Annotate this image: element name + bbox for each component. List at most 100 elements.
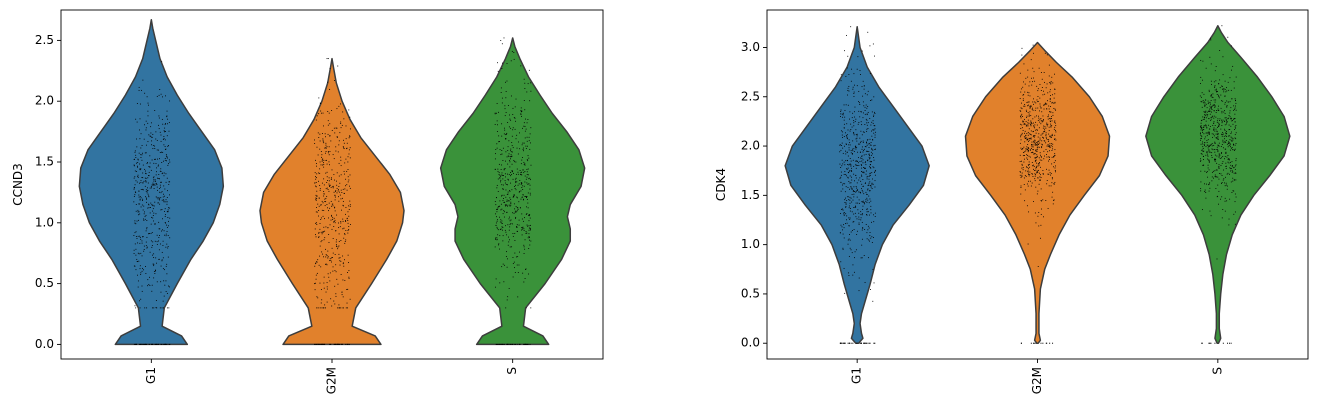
- point: [514, 232, 516, 234]
- point: [1054, 181, 1056, 183]
- point: [155, 213, 157, 215]
- point: [1210, 144, 1211, 146]
- point: [522, 169, 524, 171]
- point: [329, 260, 331, 262]
- point: [345, 220, 346, 221]
- point: [145, 230, 147, 232]
- point: [498, 163, 500, 165]
- point: [1034, 124, 1036, 126]
- point: [1028, 161, 1030, 163]
- point: [1218, 124, 1220, 126]
- point: [860, 121, 862, 123]
- point: [864, 167, 866, 169]
- point: [1217, 110, 1219, 111]
- point: [1206, 140, 1208, 141]
- point: [1045, 136, 1047, 138]
- point: [327, 81, 329, 83]
- point: [845, 197, 846, 199]
- point: [138, 89, 140, 91]
- point: [852, 153, 853, 154]
- point: [873, 132, 875, 134]
- point: [1032, 146, 1034, 148]
- point: [147, 162, 148, 163]
- point: [327, 124, 329, 126]
- point: [144, 124, 145, 126]
- point: [496, 238, 498, 240]
- point: [315, 176, 317, 178]
- point: [518, 191, 520, 193]
- point: [499, 235, 501, 237]
- point: [504, 173, 506, 175]
- point: [1214, 159, 1215, 161]
- point: [847, 272, 849, 274]
- point: [518, 219, 520, 221]
- point: [860, 130, 862, 132]
- point: [1209, 110, 1211, 112]
- point: [159, 243, 161, 245]
- point: [1048, 159, 1050, 160]
- point: [1225, 148, 1227, 150]
- point: [1040, 177, 1042, 179]
- point: [153, 220, 155, 222]
- point: [1022, 152, 1024, 153]
- point: [347, 161, 349, 163]
- point: [331, 110, 333, 111]
- point: [1216, 91, 1218, 93]
- point: [1041, 87, 1043, 88]
- point: [151, 232, 153, 233]
- point: [348, 262, 350, 264]
- point: [1024, 155, 1025, 156]
- point: [1055, 125, 1057, 127]
- point: [867, 122, 869, 124]
- point: [841, 165, 843, 167]
- point: [161, 181, 162, 183]
- point: [511, 142, 513, 144]
- point: [147, 177, 149, 179]
- point: [167, 145, 169, 147]
- point: [844, 199, 846, 201]
- point: [1211, 111, 1212, 113]
- point: [1219, 118, 1221, 120]
- point: [334, 343, 336, 345]
- point: [1039, 103, 1041, 105]
- point: [509, 343, 511, 345]
- point: [507, 343, 509, 345]
- point: [326, 301, 328, 303]
- point: [1043, 104, 1045, 106]
- point: [866, 176, 868, 178]
- point: [1234, 134, 1236, 136]
- point: [147, 190, 148, 192]
- point: [167, 145, 169, 146]
- point: [1047, 144, 1049, 146]
- point: [1208, 184, 1210, 186]
- point: [512, 147, 514, 149]
- point: [850, 129, 852, 130]
- point: [844, 292, 846, 294]
- point: [1231, 98, 1233, 100]
- point: [342, 255, 344, 257]
- point: [846, 168, 848, 170]
- point: [872, 178, 873, 180]
- point: [523, 253, 525, 254]
- point: [874, 174, 876, 176]
- point: [1205, 111, 1206, 113]
- point: [528, 140, 530, 142]
- point: [1223, 120, 1225, 122]
- point: [869, 45, 871, 47]
- point: [1212, 93, 1214, 95]
- point: [145, 245, 147, 247]
- point: [338, 196, 339, 198]
- point: [1208, 133, 1210, 135]
- point: [524, 164, 526, 166]
- point: [848, 147, 850, 149]
- point: [529, 192, 531, 194]
- point: [849, 202, 851, 204]
- point: [1040, 134, 1042, 136]
- point: [339, 182, 341, 184]
- point: [1221, 110, 1223, 112]
- point: [843, 212, 845, 214]
- point: [1217, 184, 1219, 186]
- point: [507, 244, 509, 246]
- point: [321, 343, 323, 345]
- point: [521, 174, 523, 176]
